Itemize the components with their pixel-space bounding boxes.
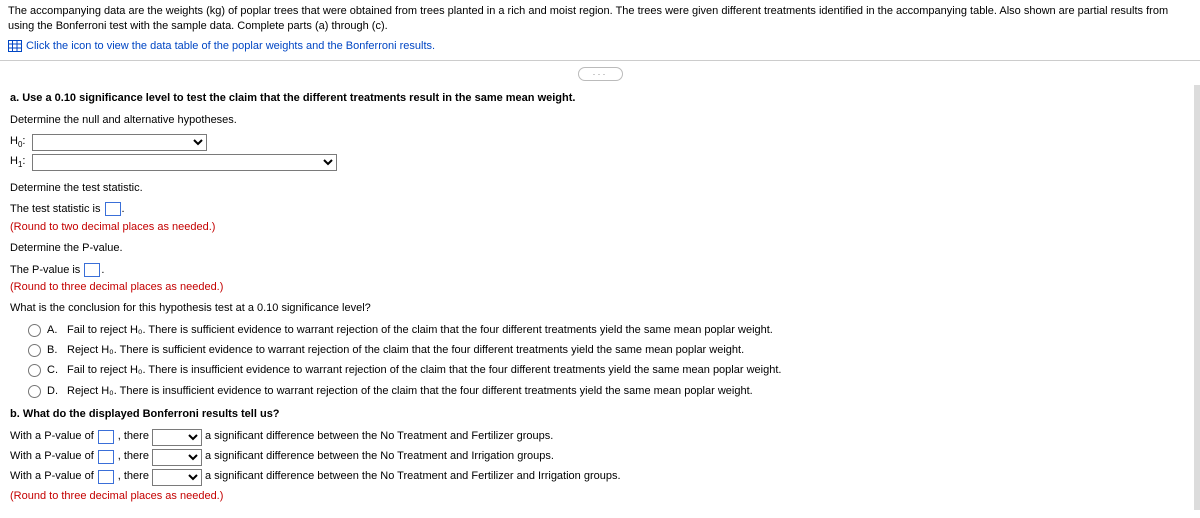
h1-row: H1:: [10, 154, 1184, 171]
option-c-letter: C.: [47, 363, 61, 378]
header-section: The accompanying data are the weights (k…: [0, 0, 1200, 61]
h1-dropdown[interactable]: [32, 154, 337, 171]
part-b-prompt: b. What do the displayed Bonferroni resu…: [10, 407, 1184, 422]
bonf-p1-input[interactable]: [98, 430, 114, 444]
bonf-p3-input[interactable]: [98, 470, 114, 484]
option-c-text: Fail to reject H₀. There is insufficient…: [67, 363, 781, 378]
part-a-prompt-text: a. Use a 0.10 significance level to test…: [10, 92, 575, 104]
p-value-hint: (Round to three decimal places as needed…: [10, 280, 1184, 295]
option-c[interactable]: C. Fail to reject H₀. There is insuffici…: [28, 363, 1184, 378]
bonf-row-2: With a P-value of , there a significant …: [10, 449, 1184, 466]
option-a-letter: A.: [47, 323, 61, 338]
option-a-radio[interactable]: [28, 324, 41, 337]
option-d-text: Reject H₀. There is insufficient evidenc…: [67, 384, 753, 399]
mc-group: A. Fail to reject H₀. There is sufficien…: [28, 323, 1184, 400]
option-b[interactable]: B. Reject H₀. There is sufficient eviden…: [28, 343, 1184, 358]
part-b-prompt-text: b. What do the displayed Bonferroni resu…: [10, 408, 280, 420]
h0-label: H0:: [10, 134, 30, 150]
part-a-prompt: a. Use a 0.10 significance level to test…: [10, 91, 1184, 106]
bonf-p2-input[interactable]: [98, 450, 114, 464]
option-b-letter: B.: [47, 343, 61, 358]
test-stat-line: The test statistic is .: [10, 202, 1184, 217]
expand-container: ···: [0, 61, 1200, 85]
bonf-dd-3[interactable]: [152, 469, 202, 486]
bonf-dd-2[interactable]: [152, 449, 202, 466]
bonf-hint: (Round to three decimal places as needed…: [10, 489, 1184, 504]
determine-hyp-label: Determine the null and alternative hypot…: [10, 113, 1184, 128]
option-b-text: Reject H₀. There is sufficient evidence …: [67, 343, 744, 358]
option-a[interactable]: A. Fail to reject H₀. There is sufficien…: [28, 323, 1184, 338]
bonf-row-1: With a P-value of , there a significant …: [10, 429, 1184, 446]
bonf-dd-1[interactable]: [152, 429, 202, 446]
bonf-row-3: With a P-value of , there a significant …: [10, 469, 1184, 486]
h0-dropdown[interactable]: [32, 134, 207, 151]
table-icon: [8, 40, 22, 52]
data-link-row[interactable]: Click the icon to view the data table of…: [8, 39, 1192, 54]
option-d-radio[interactable]: [28, 385, 41, 398]
option-d-letter: D.: [47, 384, 61, 399]
option-b-radio[interactable]: [28, 344, 41, 357]
h1-label: H1:: [10, 154, 30, 170]
determine-p-label: Determine the P-value.: [10, 241, 1184, 256]
main-content: a. Use a 0.10 significance level to test…: [0, 85, 1200, 510]
option-a-text: Fail to reject H₀. There is sufficient e…: [67, 323, 773, 338]
option-c-radio[interactable]: [28, 364, 41, 377]
p-value-input[interactable]: [84, 263, 100, 277]
determine-stat-label: Determine the test statistic.: [10, 181, 1184, 196]
expand-button[interactable]: ···: [578, 67, 623, 81]
p-value-line: The P-value is .: [10, 263, 1184, 278]
option-d[interactable]: D. Reject H₀. There is insufficient evid…: [28, 384, 1184, 399]
test-stat-hint: (Round to two decimal places as needed.): [10, 220, 1184, 235]
data-link-text[interactable]: Click the icon to view the data table of…: [26, 39, 435, 54]
conclusion-question: What is the conclusion for this hypothes…: [10, 301, 1184, 316]
test-stat-input[interactable]: [105, 202, 121, 216]
h0-row: H0:: [10, 134, 1184, 151]
intro-text: The accompanying data are the weights (k…: [8, 4, 1192, 35]
